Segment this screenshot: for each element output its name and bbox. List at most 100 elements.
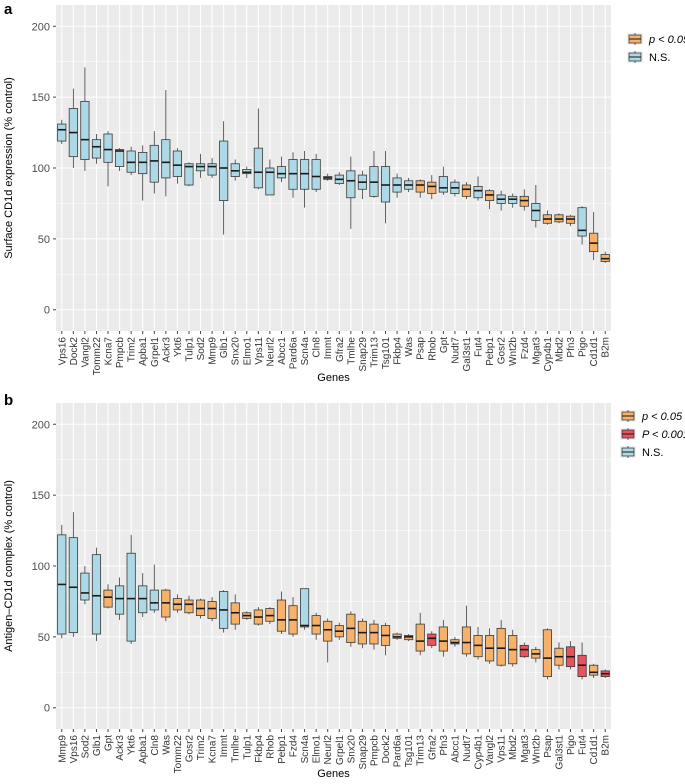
x-tick-label: Tsg101 <box>404 735 415 768</box>
x-tick-label: Gosr2 <box>497 337 508 365</box>
legend-b: p < 0.05 P < 0.001 N.S. <box>620 410 685 459</box>
box-cyp4b1 <box>473 626 483 660</box>
x-tick-label: Cd1d1 <box>589 735 600 765</box>
x-tick-label: Cln8 <box>150 735 161 756</box>
x-tick-label: Pmpcb <box>369 735 380 767</box>
box-body <box>91 554 102 635</box>
x-tick-label: Trim2 <box>196 735 207 761</box>
x-tick-label: Kcna7 <box>104 337 115 366</box>
x-tick-label: Immt <box>323 337 334 359</box>
x-tick-label: Apba1 <box>138 735 149 764</box>
box-fut4 <box>577 642 587 680</box>
x-tick-label: Ykt6 <box>127 735 138 755</box>
x-tick-label: Gfra2 <box>335 337 346 362</box>
box-body <box>184 163 194 186</box>
box-pfn3 <box>565 214 576 227</box>
box-body <box>276 166 287 179</box>
box-body <box>300 588 310 628</box>
box-dock2 <box>68 88 78 168</box>
box-trim13 <box>369 150 379 198</box>
box-body <box>68 537 78 634</box>
x-tick-label: Was <box>161 735 172 755</box>
y-tick-label: 0 <box>44 305 50 317</box>
legend-item: p < 0.05 <box>620 410 683 423</box>
box-body <box>589 664 599 676</box>
x-tick-label: Cd1d1 <box>589 337 600 367</box>
x-tick-label: B2m <box>601 337 612 358</box>
x-tick-label: Grpel1 <box>150 337 161 367</box>
box-grpel1 <box>149 131 159 194</box>
box-immt <box>219 590 229 633</box>
box-pigo <box>577 206 587 245</box>
x-tick-label: Mmp9 <box>208 337 219 365</box>
x-tick-label: Sod2 <box>80 735 91 759</box>
box-scn4a <box>300 588 310 630</box>
box-body <box>323 620 333 642</box>
box-fzd4 <box>288 597 298 637</box>
box-psap <box>415 179 425 198</box>
legend-item: P < 0.001 <box>620 428 685 441</box>
x-tick-label: Apba1 <box>138 337 149 366</box>
x-tick-label: Neurl2 <box>265 337 276 367</box>
x-tick-label: Vps16 <box>69 735 80 764</box>
x-tick-label: Cln8 <box>312 337 323 358</box>
x-tick-label: Pigo <box>566 735 577 755</box>
box-body <box>219 140 229 201</box>
box-mmp9 <box>207 158 217 178</box>
x-tick-label: Sod2 <box>196 337 207 361</box>
x-tick-label: Pebp1 <box>277 735 288 764</box>
box-body <box>103 133 113 163</box>
legend-label: N.S. <box>642 447 663 459</box>
x-tick-label: Tomm22 <box>92 337 103 376</box>
x-tick-label: Snap29 <box>358 735 369 770</box>
box-body <box>415 623 425 652</box>
box-body <box>126 552 136 642</box>
box-was <box>161 588 171 622</box>
x-tick-label: Vps11 <box>254 337 265 365</box>
box-neurl2 <box>265 159 275 196</box>
box-pebp1 <box>276 591 287 635</box>
x-tick-label: Tulp1 <box>242 735 253 760</box>
x-tick-label: Pmpcb <box>115 337 126 369</box>
y-tick-label: 50 <box>38 234 50 246</box>
box-tomm22 <box>91 133 102 164</box>
legend-item: N.S. <box>620 446 663 459</box>
x-tick-label: Pfn3 <box>566 337 577 358</box>
box-rhob <box>427 175 437 200</box>
x-tick-label: Fkbp4 <box>393 337 404 365</box>
x-tick-label: Gpt <box>104 735 115 751</box>
box-body <box>346 170 356 199</box>
box-mbd2 <box>554 213 564 224</box>
box-body <box>115 149 125 167</box>
box-gosr2 <box>184 595 194 615</box>
x-tick-label: Gfra2 <box>427 735 438 760</box>
x-tick-label: Nudt7 <box>450 337 461 364</box>
box-tsg101 <box>380 150 391 224</box>
legend-item: N.S. <box>627 51 670 64</box>
box-vps11 <box>496 619 506 667</box>
box-gfra2 <box>334 172 344 186</box>
box-gpt <box>103 584 113 609</box>
x-tick-label: Snap29 <box>358 337 369 372</box>
x-tick-label: Mgat3 <box>531 337 542 365</box>
y-axis-title: Antigen–CD1d complex (% control) <box>3 480 15 652</box>
box-body <box>496 627 506 666</box>
x-tick-label: Tmlhe <box>231 735 242 763</box>
box-fut4 <box>473 176 483 201</box>
x-tick-label: Glb1 <box>219 337 230 359</box>
y-tick-label: 50 <box>38 632 50 644</box>
legend-label: P < 0.001 <box>642 429 685 441</box>
x-tick-label: Tomm22 <box>173 735 184 774</box>
box-body <box>369 623 379 645</box>
box-body <box>207 601 217 619</box>
x-tick-label: Vangl2 <box>485 735 496 766</box>
legend-label: p < 0.05 <box>641 411 683 423</box>
box-tsg101 <box>404 634 414 642</box>
box-grpel1 <box>334 622 344 640</box>
box-apba1 <box>138 573 148 618</box>
y-tick-label: 0 <box>44 703 50 715</box>
box-gosr2 <box>496 190 506 211</box>
x-tick-label: Rhob <box>265 735 276 759</box>
box-pfn3 <box>438 619 448 657</box>
